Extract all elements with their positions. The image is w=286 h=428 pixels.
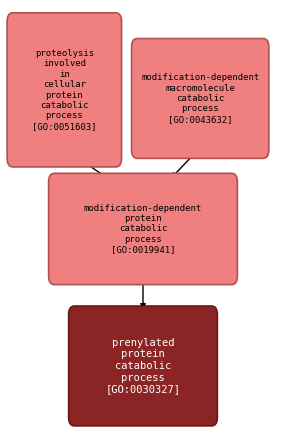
FancyBboxPatch shape — [49, 173, 237, 285]
Text: prenylated
protein
catabolic
process
[GO:0030327]: prenylated protein catabolic process [GO… — [106, 338, 180, 394]
FancyBboxPatch shape — [69, 306, 217, 426]
Text: proteolysis
involved
in
cellular
protein
catabolic
process
[GO:0051603]: proteolysis involved in cellular protein… — [32, 49, 97, 131]
FancyBboxPatch shape — [132, 39, 269, 158]
Text: modification-dependent
protein
catabolic
process
[GO:0019941]: modification-dependent protein catabolic… — [84, 204, 202, 254]
FancyBboxPatch shape — [7, 13, 122, 167]
Text: modification-dependent
macromolecule
catabolic
process
[GO:0043632]: modification-dependent macromolecule cat… — [141, 73, 259, 124]
